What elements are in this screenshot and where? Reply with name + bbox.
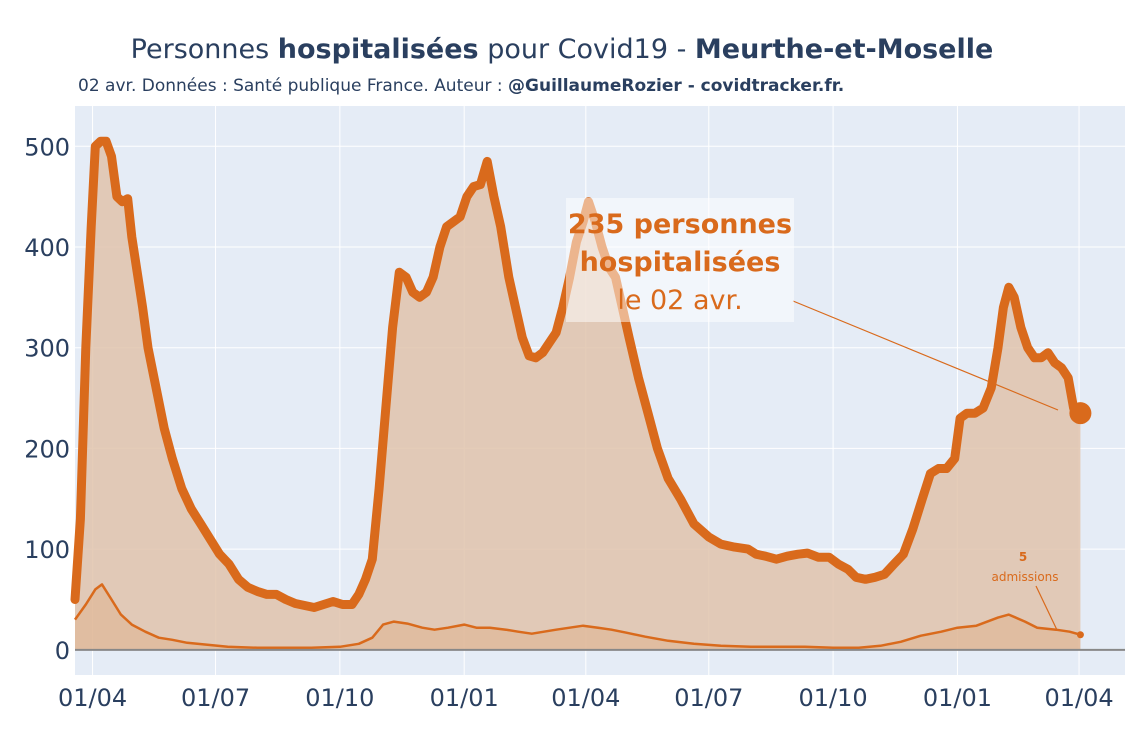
x-tick-label: 01/10 <box>305 684 374 712</box>
adm-annotation-label: admissions <box>991 570 1058 584</box>
adm-annotation-arrow <box>1035 585 1058 631</box>
x-tick-label: 01/07 <box>674 684 743 712</box>
chart-title: Personnes hospitalisées pour Covid19 - M… <box>131 34 994 65</box>
y-tick-label: 100 <box>24 536 70 564</box>
admissions-line <box>73 583 1081 650</box>
y-tick-label: 400 <box>24 234 70 262</box>
hosp-annotation-arrow <box>792 300 1059 411</box>
admissions-area <box>75 584 1081 650</box>
x-tick-label: 01/04 <box>58 684 127 712</box>
hospitalisations-last-point <box>1069 402 1092 425</box>
y-tick-label: 500 <box>24 133 70 161</box>
x-tick-label: 01/04 <box>1044 684 1113 712</box>
hospitalisations-area <box>75 141 1081 650</box>
subtitle-text: 02 avr. Données : Santé publique France.… <box>78 76 508 96</box>
hospitalisations-line <box>70 136 1085 612</box>
hosp-annotation-date: le 02 avr. <box>617 285 742 316</box>
hosp-annotation-box <box>566 198 794 322</box>
x-tick-label: 01/07 <box>181 684 250 712</box>
y-tick-label: 200 <box>24 435 70 463</box>
plot-layer <box>70 136 1125 651</box>
x-tick-label: 01/01 <box>430 684 499 712</box>
chart-subtitle: 02 avr. Données : Santé publique France.… <box>78 76 844 96</box>
admissions-last-point <box>1076 631 1084 639</box>
hosp-annotation-value: 235 personnes <box>568 209 792 240</box>
adm-annotation-value: 5 <box>1019 550 1027 564</box>
x-tick-label: 01/01 <box>923 684 992 712</box>
y-tick-label: 300 <box>24 335 70 363</box>
y-tick-label: 0 <box>55 637 70 665</box>
hosp-annotation-label: hospitalisées <box>580 247 781 278</box>
x-axis: 01/04 01/07 01/10 01/01 01/04 01/07 01/10 01/01… <box>58 684 1114 712</box>
title-prefix: Personnes <box>131 34 278 65</box>
x-tick-label: 01/10 <box>799 684 868 712</box>
x-tick-label: 01/04 <box>551 684 620 712</box>
y-axis: 0 100 200 300 400 500 <box>24 133 70 665</box>
title-middle: pour Covid19 - <box>479 34 695 65</box>
title-bold: hospitalisées <box>278 34 479 65</box>
title-region: Meurthe-et-Moselle <box>695 34 993 65</box>
subtitle-author: @GuillaumeRozier - covidtracker.fr. <box>508 76 844 96</box>
